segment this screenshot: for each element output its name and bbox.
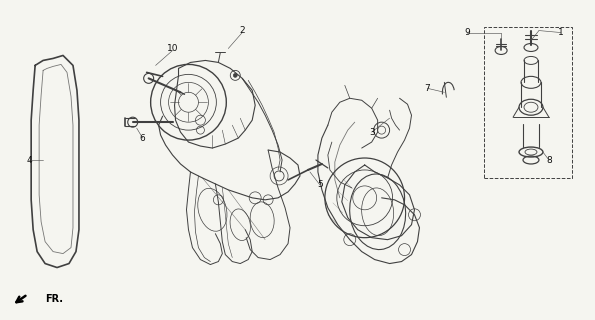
Text: 4: 4 [26, 156, 32, 164]
Text: 7: 7 [425, 84, 430, 93]
Text: 9: 9 [464, 28, 470, 37]
Text: FR.: FR. [45, 294, 63, 304]
Text: 1: 1 [558, 28, 563, 37]
Text: 2: 2 [239, 26, 245, 35]
Text: 5: 5 [317, 180, 322, 189]
Circle shape [233, 73, 237, 77]
Text: 3: 3 [369, 128, 374, 137]
Text: 8: 8 [546, 156, 552, 164]
Bar [484, 27, 572, 178]
Text: 10: 10 [167, 44, 178, 53]
Text: 6: 6 [140, 133, 146, 143]
